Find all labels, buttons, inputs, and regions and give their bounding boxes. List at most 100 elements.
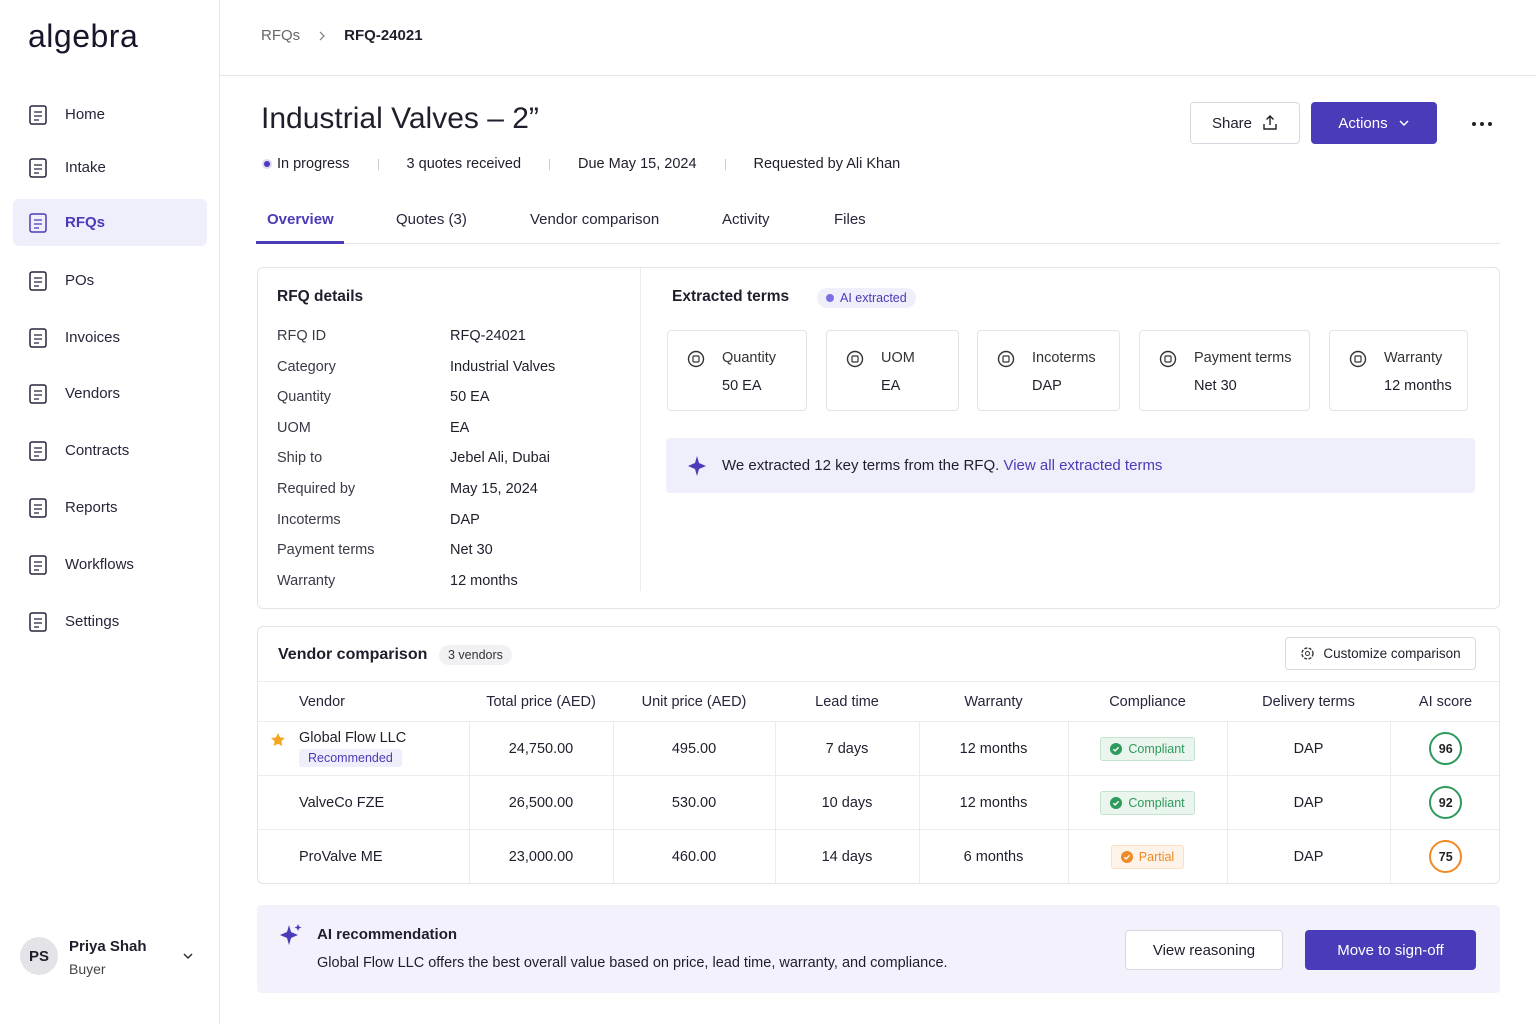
detail-value: May 15, 2024 [450,481,538,497]
breadcrumb: RFQs RFQ-24021 [261,27,423,44]
sparkle-icon [280,924,302,945]
column-header: Compliance [1068,681,1227,722]
vendor-name: ProValve ME [299,848,383,865]
vendor-row[interactable]: ValveCo FZE 26,500.00 530.00 10 days 12 mont… [258,775,1499,830]
term-label: Payment terms [1194,350,1292,366]
nav-item[interactable]: RFQs [13,199,207,246]
icon [29,157,47,178]
detail-value: DAP [450,511,480,528]
meta-row: In progress 3 quotes received Due May 15,… [261,156,900,172]
actions-button[interactable]: Actions [1311,102,1437,144]
term-card: Payment terms Net 30 [1139,330,1310,411]
icon [29,104,47,125]
badge-text: AI extracted [840,291,907,305]
icon-shape [29,104,47,125]
extract-banner: We extracted 12 key terms from the RFQ. … [666,438,1475,493]
tab[interactable]: Files [834,211,866,228]
column-header: AI score [1390,681,1499,722]
detail-value: EA [450,419,470,436]
vendor-cell: ProValve ME [258,829,470,883]
vendor-row[interactable]: Global Flow LLC Recommended 24,750.00 495.0… [258,721,1499,776]
meta-item: Due May 15, 2024 [578,156,697,172]
icon-shape [1113,800,1120,806]
column-header: Warranty [919,681,1068,722]
sparkle-icon [688,455,706,476]
cell: 530.00 [613,775,776,830]
icon-path [1399,120,1409,127]
signoff-button[interactable]: Move to sign-off [1305,930,1476,970]
detail-label: UOM [277,419,311,436]
column-header: Unit price (AED) [613,681,775,722]
detail-value: Industrial Valves [450,358,556,375]
label: Customize comparison [1323,646,1461,661]
brand[interactable]: algebra [28,18,139,54]
customize-button[interactable]: Customize comparison [1285,637,1476,670]
separator [377,158,379,170]
icon-shape [34,617,42,628]
chevron [319,31,326,40]
nav-item[interactable]: Reports [13,484,207,531]
vendor-name: ValveCo FZE [299,794,385,811]
icon-path [1305,651,1311,656]
view-reasoning-button[interactable]: View reasoning [1125,930,1283,970]
nav-item[interactable]: Intake [13,144,207,191]
icon [29,383,47,404]
label: Actions [1338,114,1388,132]
icon [1110,742,1123,755]
share-icon [1263,115,1277,130]
nav-item[interactable]: POs [13,257,207,304]
nav-item[interactable]: Invoices [13,314,207,361]
nav-label: POs [65,272,95,289]
meta-item: 3 quotes received [406,156,522,172]
nav-item[interactable]: Contracts [13,427,207,474]
dot [1488,122,1492,126]
icon-shape [1164,355,1172,363]
compliance-badge: Compliant [1100,736,1195,761]
vendor-name: Global Flow LLC [299,730,407,746]
icon-shape [29,554,47,575]
detail-label: Required by [277,481,356,497]
nav-label: Reports [65,499,118,516]
count-badge: 3 vendors [439,645,512,665]
term-label: UOM [881,350,915,366]
tab-divider [256,243,1500,244]
tab[interactable]: Vendor comparison [530,211,660,228]
score-cell: 92 [1390,775,1499,830]
nav-item[interactable]: Settings [13,598,207,645]
share-button[interactable]: Share [1190,102,1300,144]
icon-shape [687,350,705,368]
score-cell: 75 [1390,830,1499,884]
compliance-badge: Partial [1110,844,1185,869]
crumb-link[interactable]: RFQs [261,27,301,44]
nav-label: Intake [65,159,106,176]
term-value: EA [881,378,901,394]
user-menu-chevron[interactable] [182,950,194,962]
tab[interactable]: Overview [267,211,334,228]
nav-item[interactable]: Vendors [13,370,207,417]
ai-score: 75 [1429,840,1463,874]
tab[interactable]: Quotes (3) [396,211,467,228]
meta-item: Requested by Ali Khan [753,156,901,172]
icon-shape [29,383,47,404]
more-button[interactable] [1470,116,1494,132]
dot [826,294,834,302]
nav-label: Invoices [65,329,121,346]
comparison-table: Vendor Total price (AED) Unit price (AED) L… [258,681,1499,884]
icon-shape [34,333,42,344]
detail-value: 50 EA [450,389,490,406]
compliance-cell: Partial [1068,829,1228,883]
compliance-badge: Compliant [1100,790,1195,815]
cell: 26,500.00 [469,775,614,830]
banner-link[interactable]: View all extracted terms [1003,457,1163,474]
icon [1159,350,1177,368]
icon-shape [1113,746,1120,752]
nav-item[interactable]: Workflows [13,541,207,588]
section-title: RFQ details [277,288,364,305]
tab[interactable]: Activity [722,211,770,228]
icon-shape [29,157,47,178]
detail-label: Ship to [277,450,323,467]
icon-shape [1120,850,1133,863]
vendor-row[interactable]: ProValve ME 23,000.00 460.00 14 days 6 month… [258,829,1499,884]
nav-item[interactable]: Home [13,91,207,138]
vendor-cell: ValveCo FZE [258,775,470,830]
